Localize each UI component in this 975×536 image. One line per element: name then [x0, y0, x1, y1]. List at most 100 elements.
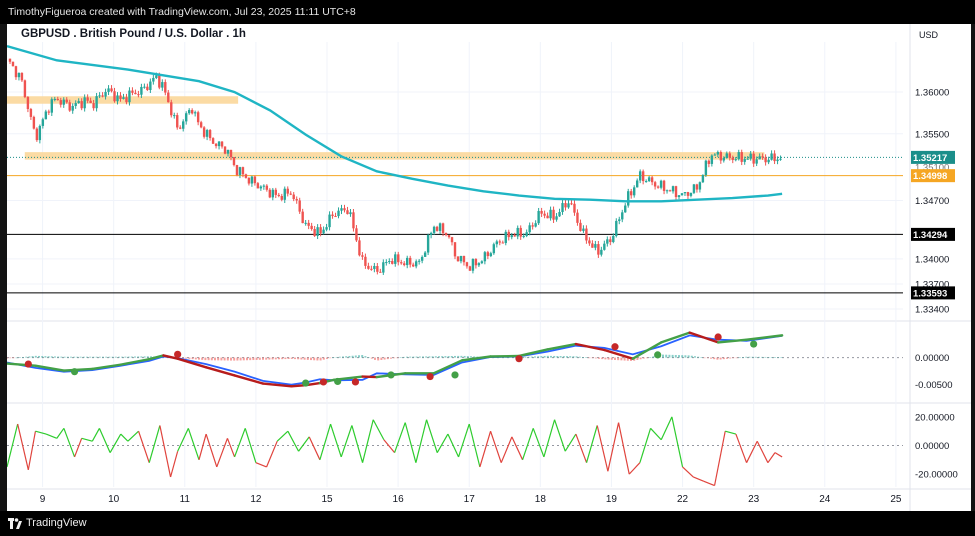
- macd-histogram-bar: [428, 356, 431, 358]
- candle-body: [304, 222, 307, 224]
- oscillator-line-segment: [372, 419, 385, 441]
- macd-histogram-bar: [748, 356, 751, 358]
- oscillator-line-segment: [266, 440, 278, 468]
- candle-body: [435, 226, 439, 231]
- macd-histogram-bar: [332, 357, 335, 358]
- candle-body: [770, 153, 773, 160]
- macd-histogram-bar: [697, 356, 700, 358]
- macd-histogram-bar: [111, 356, 114, 358]
- macd-line-segment: [546, 342, 578, 351]
- macd-line-segment: [460, 355, 492, 362]
- macd-histogram-bar: [108, 356, 111, 358]
- candle-body: [116, 95, 119, 102]
- macd-cross-marker: [24, 360, 32, 368]
- macd-histogram-bar: [636, 357, 639, 360]
- candle-body: [391, 260, 394, 264]
- candle-body: [134, 92, 137, 95]
- macd-histogram-bar: [409, 356, 412, 358]
- oscillator-line-segment: [298, 436, 310, 452]
- macd-histogram-bar: [194, 357, 197, 360]
- oscillator-line-segment: [553, 419, 566, 452]
- oscillator-line-segment: [91, 428, 100, 442]
- candle-body: [173, 115, 176, 117]
- macd-histogram-bar: [562, 356, 565, 358]
- macd-histogram-bar: [246, 357, 248, 361]
- candle-body: [104, 91, 107, 97]
- macd-cross-marker: [387, 371, 395, 379]
- candle-body: [86, 97, 89, 101]
- macd-histogram-bar: [626, 357, 629, 361]
- candle-body: [349, 212, 352, 215]
- candle-body: [358, 240, 361, 256]
- candle-body: [131, 90, 134, 93]
- oscillator-line-segment: [639, 428, 652, 463]
- price-label-text: 1.33593: [913, 288, 947, 299]
- candle-body: [582, 228, 585, 231]
- candle-body: [755, 159, 758, 164]
- macd-histogram-bar: [662, 354, 664, 358]
- candle-body: [71, 105, 74, 111]
- y-tick-label: 1.35500: [915, 129, 949, 140]
- candle-body: [161, 82, 164, 88]
- candle-body: [567, 203, 570, 208]
- price-label-bg: [911, 227, 955, 241]
- macd-histogram-bar: [582, 357, 584, 358]
- candle-body: [247, 177, 251, 184]
- candle-body: [615, 220, 618, 236]
- oscillator-line-segment: [45, 433, 58, 439]
- macd-histogram-bar: [60, 356, 63, 358]
- candle-body: [265, 185, 269, 190]
- macd-histogram-bar: [50, 356, 53, 358]
- macd-histogram-bar: [460, 355, 463, 358]
- macd-histogram-bar: [386, 357, 389, 360]
- candle-body: [492, 244, 496, 254]
- candle-body: [143, 86, 146, 88]
- candle-body: [612, 235, 615, 243]
- macd-line-segment: [162, 354, 179, 360]
- macd-histogram-bar: [79, 356, 82, 358]
- candle-body: [385, 262, 388, 264]
- candle-body: [731, 157, 734, 160]
- macd-histogram-bar: [143, 356, 146, 358]
- macd-cross-marker: [319, 378, 328, 386]
- macd-histogram-bar: [534, 356, 536, 358]
- candle-body: [14, 66, 18, 78]
- candle-body: [298, 200, 301, 212]
- candle-body: [606, 239, 609, 244]
- candle-body: [187, 110, 191, 114]
- candle-body: [525, 232, 528, 236]
- y-tick-label: -0.00500: [915, 380, 953, 391]
- candle-body: [226, 149, 230, 154]
- macd-cross-marker: [451, 371, 459, 379]
- candle-body: [480, 261, 484, 264]
- oscillator-line-segment: [73, 438, 83, 458]
- oscillator-line-segment: [17, 423, 29, 470]
- macd-histogram-bar: [38, 355, 40, 358]
- candle-body: [53, 98, 56, 100]
- candle-body: [695, 184, 699, 190]
- candle-body: [119, 95, 122, 99]
- macd-histogram-bar: [329, 357, 332, 359]
- candle-body: [450, 237, 454, 243]
- candle-body: [746, 158, 749, 160]
- macd-histogram-bar: [9, 357, 12, 359]
- snapshot-caption: TimothyFigueroa created with TradingView…: [0, 0, 975, 24]
- chart-svg[interactable]: 9 10 11 12 15 16 17 18 19 22 23 24 25 1.36000 1.35500 1…: [5, 24, 971, 511]
- candle-body: [534, 223, 537, 227]
- x-tick-label: 10: [108, 494, 120, 505]
- macd-histogram-bar: [348, 355, 351, 358]
- candle-body: [647, 177, 651, 182]
- candle-body: [764, 157, 767, 163]
- candle-body: [92, 103, 95, 109]
- price-label-text: 1.34998: [913, 171, 947, 182]
- macd-line-segment: [119, 358, 151, 366]
- candle-body: [149, 81, 152, 91]
- macd-histogram-bar: [415, 356, 418, 358]
- macd-histogram-bar: [614, 357, 616, 360]
- candle-body: [77, 101, 80, 104]
- tradingview-footer: TradingView: [0, 511, 975, 536]
- macd-histogram-bar: [233, 357, 236, 361]
- oscillator-line-segment: [404, 422, 417, 463]
- y-tick-label: 0.00000: [915, 353, 949, 364]
- oscillator-line-segment: [725, 430, 737, 435]
